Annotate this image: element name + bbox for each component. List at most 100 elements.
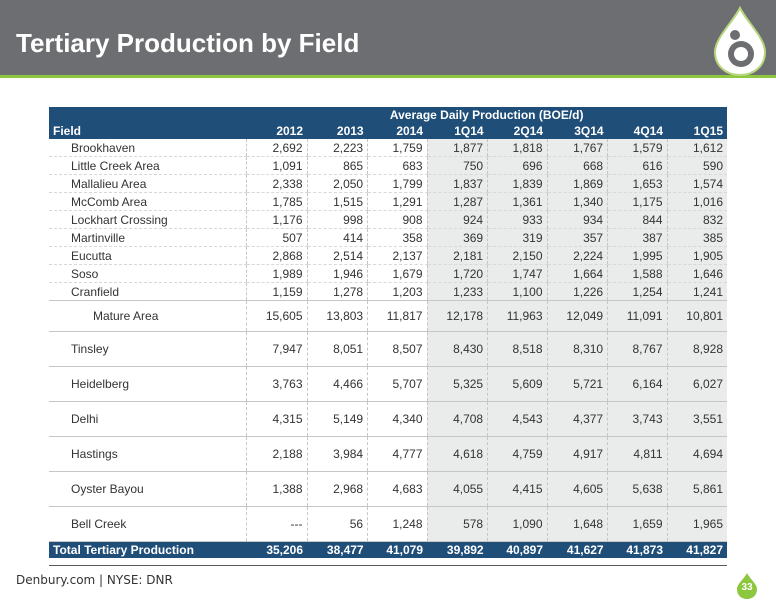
value-cell: 4,415: [487, 471, 548, 507]
value-cell: 385: [666, 228, 727, 247]
value-cell: 7,947: [245, 331, 308, 367]
value-cell: 41,873: [607, 541, 668, 558]
field-name-cell: Mature Area: [49, 300, 247, 332]
value-cell: 1,254: [607, 282, 668, 301]
value-cell: 4,708: [426, 401, 488, 437]
value-cell: 1,159: [245, 282, 308, 301]
production-table: Average Daily Production (BOE/d) Field 20…: [49, 107, 727, 558]
field-name-cell: Hastings: [49, 436, 247, 472]
value-cell: 578: [426, 506, 488, 542]
value-cell: 8,507: [367, 331, 428, 367]
droplet-logo-icon: [713, 5, 767, 77]
value-cell: 414: [306, 228, 368, 247]
value-cell: 5,861: [666, 471, 727, 507]
value-cell: 4,315: [245, 401, 308, 437]
value-cell: 2,968: [306, 471, 368, 507]
value-cell: 1,226: [546, 282, 608, 301]
value-cell: 1,574: [666, 174, 727, 193]
value-cell: 1,291: [367, 192, 428, 211]
value-cell: 832: [666, 210, 727, 229]
value-cell: 1,588: [607, 264, 668, 283]
footer-divider: [49, 565, 727, 566]
table-row: Little Creek Area 1,091 865 683 750 696 668 616…: [49, 156, 727, 175]
value-cell: 1,090: [487, 506, 548, 542]
value-cell: 1,248: [367, 506, 428, 542]
value-cell: 6,027: [666, 366, 727, 402]
value-cell: 357: [546, 228, 608, 247]
table-row: Soso 1,989 1,946 1,679 1,720 1,747 1,664 1,588 1…: [49, 264, 727, 283]
value-cell: 11,817: [367, 300, 428, 332]
value-cell: 5,721: [546, 366, 608, 402]
column-header-2014: 2014: [367, 123, 428, 139]
value-cell: 4,377: [546, 401, 608, 437]
value-cell: 3,743: [607, 401, 668, 437]
value-cell: 934: [546, 210, 608, 229]
subtotal-row: Mature Area 15,605 13,803 11,817 12,178 11,96…: [49, 300, 727, 332]
value-cell: 5,707: [367, 366, 428, 402]
value-cell: ---: [245, 506, 308, 542]
value-cell: 865: [306, 156, 368, 175]
value-cell: 4,055: [426, 471, 488, 507]
value-cell: 998: [306, 210, 368, 229]
table-row: Heidelberg 3,763 4,466 5,707 5,325 5,609 5,721…: [49, 366, 727, 402]
value-cell: 13,803: [306, 300, 368, 332]
value-cell: 507: [245, 228, 308, 247]
value-cell: 5,149: [306, 401, 368, 437]
value-cell: 1,203: [367, 282, 428, 301]
header-divider: [0, 75, 776, 78]
value-cell: 5,638: [607, 471, 668, 507]
value-cell: 4,759: [487, 436, 548, 472]
table-row: Hastings 2,188 3,984 4,777 4,618 4,759 4,917 4,…: [49, 436, 727, 472]
value-cell: 616: [607, 156, 668, 175]
value-cell: 1,646: [666, 264, 727, 283]
value-cell: 1,612: [666, 139, 727, 157]
value-cell: 2,188: [245, 436, 308, 472]
field-name-cell: McComb Area: [49, 192, 247, 211]
value-cell: 1,767: [546, 139, 608, 157]
value-cell: 1,340: [546, 192, 608, 211]
page-title: Tertiary Production by Field: [16, 28, 360, 58]
field-name-cell: Delhi: [49, 401, 247, 437]
value-cell: 3,763: [245, 366, 308, 402]
value-cell: 10,801: [666, 300, 727, 332]
field-name-cell: Heidelberg: [49, 366, 247, 402]
field-name-cell: Mallalieu Area: [49, 174, 247, 193]
column-header-3q14: 3Q14: [547, 123, 608, 139]
value-cell: 35,206: [246, 541, 308, 558]
value-cell: 1,837: [426, 174, 488, 193]
value-cell: 1,869: [546, 174, 608, 193]
value-cell: 4,605: [546, 471, 608, 507]
value-cell: 4,466: [306, 366, 368, 402]
value-cell: 6,164: [607, 366, 668, 402]
value-cell: 2,514: [306, 246, 368, 265]
table-row: Cranfield 1,159 1,278 1,203 1,233 1,100 1,226 1…: [49, 282, 727, 301]
value-cell: 1,091: [245, 156, 308, 175]
value-cell: 41,079: [367, 541, 428, 558]
value-cell: 2,868: [245, 246, 308, 265]
value-cell: 683: [367, 156, 428, 175]
page-number: 33: [741, 582, 753, 593]
table-row: Oyster Bayou 1,388 2,968 4,683 4,055 4,415 4,6…: [49, 471, 727, 507]
value-cell: 1,361: [487, 192, 548, 211]
total-row: Total Tertiary Production 35,206 38,477 41,…: [49, 541, 727, 558]
value-cell: 1,839: [487, 174, 548, 193]
value-cell: 358: [367, 228, 428, 247]
value-cell: 8,767: [607, 331, 668, 367]
value-cell: 3,551: [666, 401, 727, 437]
value-cell: 2,150: [487, 246, 548, 265]
value-cell: 1,287: [426, 192, 488, 211]
table-row: Eucutta 2,868 2,514 2,137 2,181 2,150 2,224 1,9…: [49, 246, 727, 265]
value-cell: 1,653: [607, 174, 668, 193]
value-cell: 319: [487, 228, 548, 247]
value-cell: 1,877: [426, 139, 488, 157]
value-cell: 39,892: [427, 541, 488, 558]
value-cell: 1,965: [666, 506, 727, 542]
value-cell: 41,827: [667, 541, 727, 558]
value-cell: 15,605: [245, 300, 308, 332]
value-cell: 2,224: [546, 246, 608, 265]
value-cell: 1,759: [367, 139, 428, 157]
field-name-cell: Cranfield: [49, 282, 247, 301]
table-group-header-row: Average Daily Production (BOE/d): [49, 107, 727, 123]
group-header: Average Daily Production (BOE/d): [246, 107, 727, 123]
value-cell: 5,325: [426, 366, 488, 402]
